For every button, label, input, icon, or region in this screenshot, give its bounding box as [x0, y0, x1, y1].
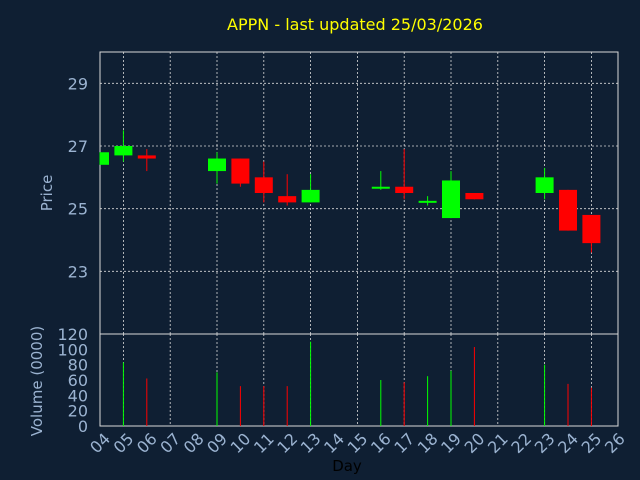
volume-grid: [123, 334, 592, 426]
candle-body: [395, 186, 414, 193]
candle-body: [100, 152, 109, 165]
candle-body: [208, 158, 226, 172]
volume-tick-label: 80: [68, 356, 88, 375]
candle-body: [465, 193, 484, 200]
candle-body: [418, 200, 437, 203]
candle-body: [559, 189, 577, 231]
price-y-ticks: 23 25 27 29: [68, 74, 88, 281]
price-tick-label: 27: [68, 137, 88, 156]
volume-tick-label: 0: [78, 417, 88, 436]
candle-body: [231, 158, 250, 184]
price-panel: 23 25 27 29 Price: [38, 51, 619, 335]
price-axis-label: Price: [38, 175, 56, 212]
volume-axis-label: Volume (0000): [28, 326, 46, 436]
price-tick-label: 25: [68, 200, 88, 219]
volume-tick-label: 40: [68, 386, 88, 405]
volume-tick-label: 100: [57, 340, 88, 359]
volume-bars: [122, 341, 592, 426]
candle-body: [442, 180, 460, 219]
candle-body: [114, 146, 133, 156]
x-axis-label: Day: [332, 457, 362, 475]
volume-tick-label: 120: [57, 325, 88, 344]
x-tick-labels: 0405060708091011121314151617181920212223…: [86, 429, 629, 457]
candle-body: [137, 155, 156, 159]
candle-body: [254, 177, 273, 193]
x-tick-label: 26: [601, 429, 629, 457]
price-tick-label: 23: [68, 262, 88, 281]
candle-body: [371, 186, 390, 189]
volume-tick-label: 20: [68, 402, 88, 421]
candle-body: [582, 214, 601, 244]
volume-panel-frame: [99, 333, 619, 427]
candles: [99, 130, 601, 253]
candle-body: [535, 177, 554, 193]
price-tick-label: 29: [68, 74, 88, 93]
chart-title: APPN - last updated 25/03/2026: [227, 15, 483, 34]
volume-tick-label: 60: [68, 371, 88, 390]
candle-body: [278, 196, 297, 203]
candle-body: [301, 189, 320, 203]
